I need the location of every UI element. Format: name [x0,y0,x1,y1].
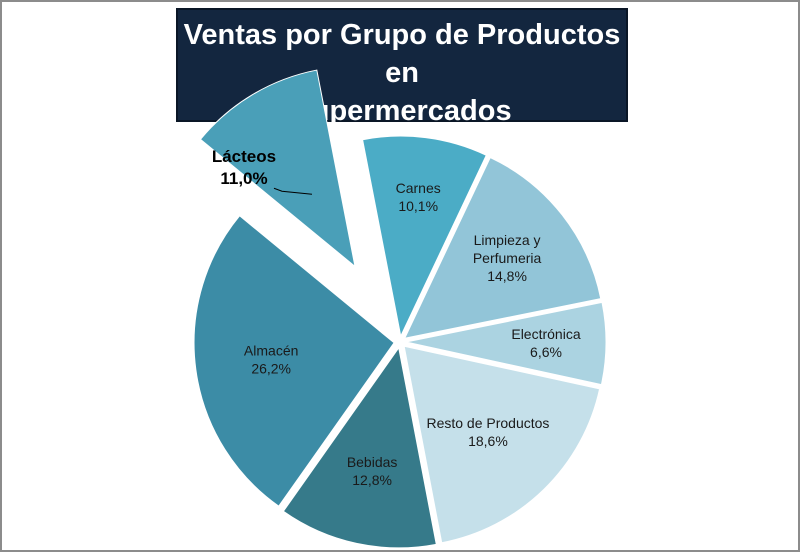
slice-label-name: Electrónica [511,326,580,342]
slice-label-name: Lácteos [212,147,276,166]
chart-title-line-1: Ventas por Grupo de Productos en [183,19,621,89]
pie-slice-bebidas [282,346,437,549]
slice-label-value: 26,2% [251,360,291,376]
slice-label-value: 10,1% [398,198,438,214]
pie-slice-almacén [193,215,395,507]
slice-label-name: Bebidas [347,454,398,470]
slice-label-name: Perfumeria [473,250,542,266]
slice-label-value: 6,6% [530,344,562,360]
slice-label-name: Limpieza y [474,232,541,248]
callout-leader-line [273,187,313,195]
slice-label-value: 11,0% [220,169,267,188]
chart-title-line-2: Supermercados [292,95,512,127]
slice-label-name: Almacén [244,342,298,358]
pie-slice-carnes [361,135,487,338]
pie-slice-lácteos [199,69,356,268]
slice-label-name: Resto de Productos [426,415,549,431]
pie-slice-limpieza-y-perfumeria [403,156,602,339]
pie-slice-electrónica [405,301,607,386]
slice-label-value: 18,6% [468,433,508,449]
slice-label-name: Carnes [396,180,441,196]
slice-label-value: 12,8% [352,472,392,488]
pie-slice-resto-de-productos [403,345,601,544]
slice-label-value: 14,8% [487,268,527,284]
